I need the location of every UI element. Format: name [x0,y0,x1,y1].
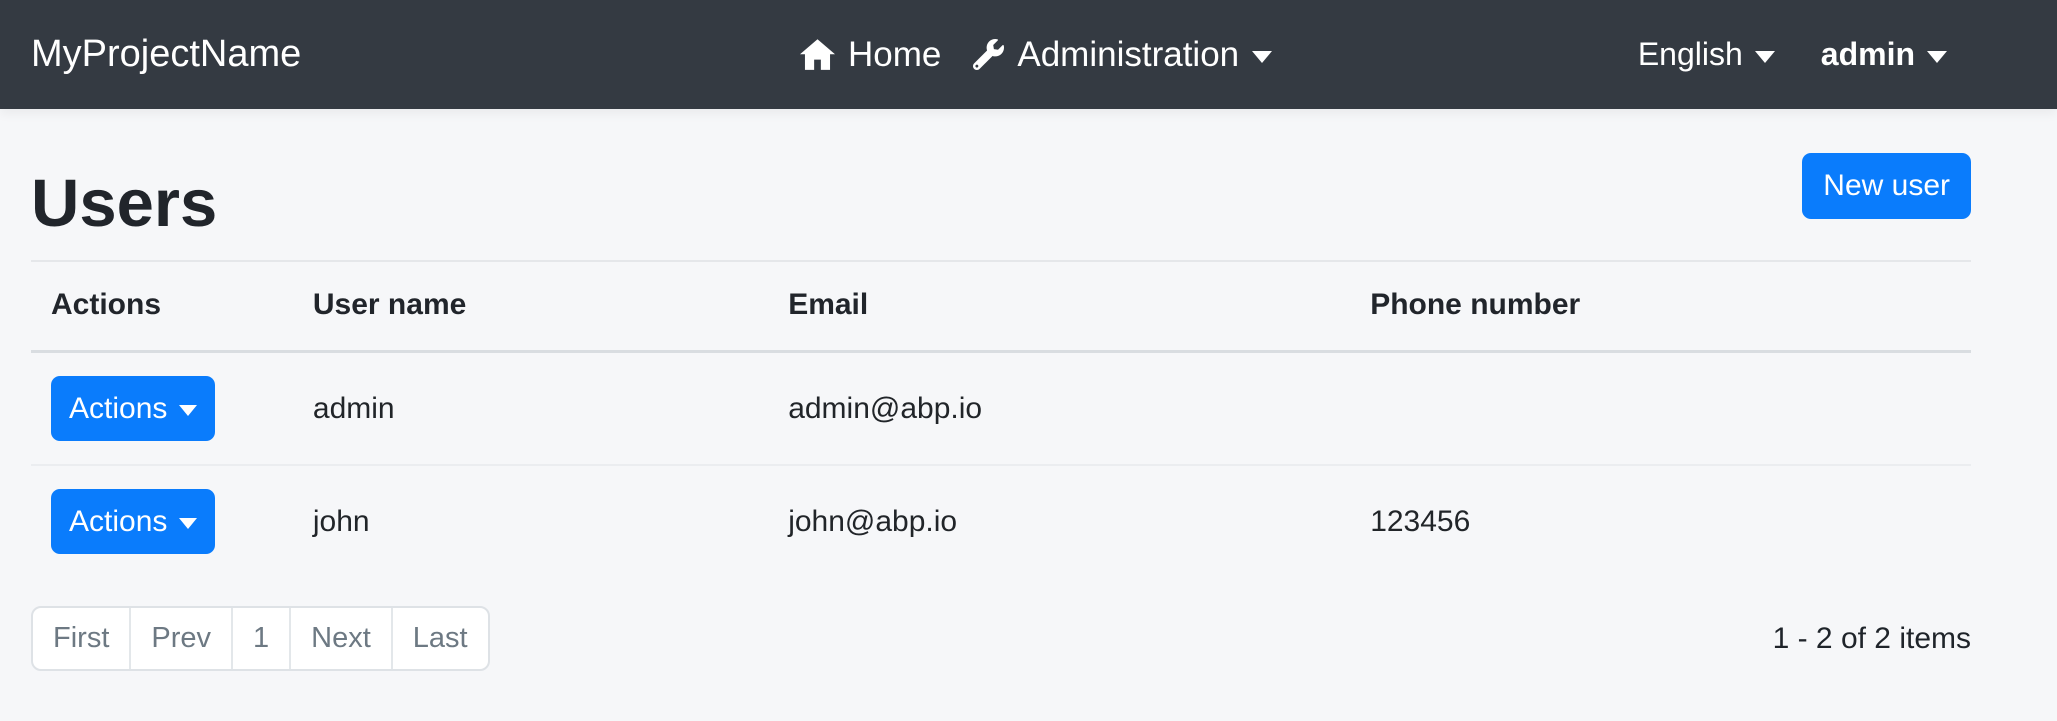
main-menu: Home Administration [800,0,1273,109]
chevron-down-icon [1754,51,1775,63]
table-header-row: Actions User name Email Phone number [31,262,1971,353]
pagination-next[interactable]: Next [289,608,391,669]
users-table: Actions User name Email Phone number Act… [31,262,1971,577]
row-actions-button[interactable]: Actions [51,376,216,441]
nav-item-home[interactable]: Home [800,35,941,75]
page-header: Users New user [31,109,1971,251]
cell-email: admin@abp.io [768,351,1351,466]
page-content: Users New user Actions User name Email P… [31,109,1971,671]
pagination-bar: First Prev 1 Next Last 1 - 2 of 2 items [31,606,1971,671]
user-dropdown[interactable]: admin [1821,36,1947,73]
items-count-summary: 1 - 2 of 2 items [1772,621,1971,655]
column-header-email: Email [768,262,1351,353]
pagination-last[interactable]: Last [390,608,488,669]
brand-link[interactable]: MyProjectName [31,33,302,75]
pagination-first[interactable]: First [53,622,110,654]
row-actions-button-label: Actions [69,391,168,425]
chevron-down-icon [179,405,198,416]
pagination-prev[interactable]: Prev [129,608,231,669]
cell-phone: 123456 [1370,504,1471,538]
chevron-down-icon [179,518,198,529]
navbar-right-menu: English admin [1638,36,2026,73]
chevron-down-icon [1252,51,1273,63]
wrench-icon [973,39,1005,70]
home-icon [800,39,835,70]
row-actions-button[interactable]: Actions [51,489,216,554]
pagination: First Prev 1 Next Last [31,606,490,671]
table-row: Actions admin admin@abp.io [31,351,1971,466]
language-dropdown-label: English [1637,36,1743,72]
cell-email: john@abp.io [788,504,958,538]
title-divider [31,260,1971,262]
row-actions-button-label: Actions [69,504,168,538]
cell-user-name: admin [292,351,769,466]
cell-phone [1350,351,1971,466]
column-header-user-name: User name [292,262,769,353]
chevron-down-icon [1927,51,1947,63]
user-dropdown-label: admin [1820,36,1915,72]
table-row: Actions john john@abp.io 123456 [31,465,1971,577]
language-dropdown[interactable]: English [1638,36,1775,73]
nav-item-administration[interactable]: Administration [973,34,1273,75]
column-header-phone-number: Phone number [1350,262,1971,353]
cell-user-name: john [312,504,370,538]
nav-item-administration-label: Administration [1017,34,1240,74]
page-title: Users [31,166,218,241]
pagination-page-1[interactable]: 1 [231,608,289,669]
nav-item-home-label: Home [848,34,942,74]
new-user-button[interactable]: New user [1802,153,1971,219]
column-header-actions: Actions [31,262,293,353]
top-navbar: MyProjectName Home Administration Englis… [0,0,2057,109]
